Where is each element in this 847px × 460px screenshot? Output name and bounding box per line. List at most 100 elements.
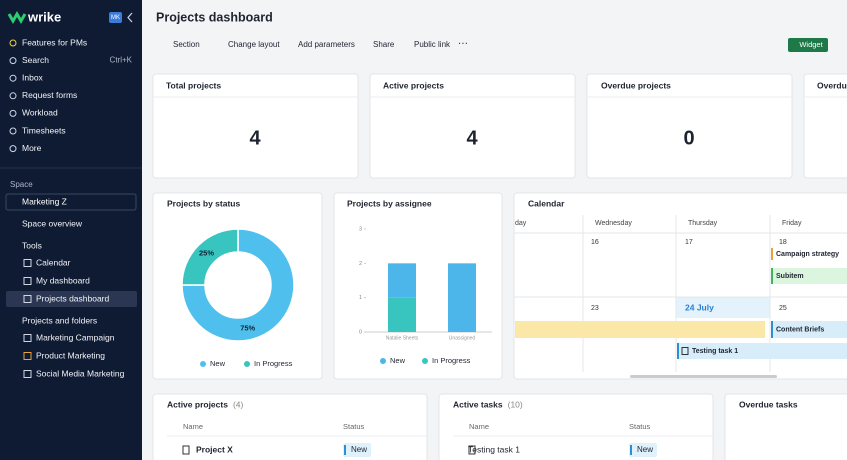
kpi-value: 4 <box>249 127 261 149</box>
status-pill <box>629 443 657 457</box>
toolbar-button[interactable]: Change layout <box>228 40 280 49</box>
event-bar[interactable] <box>515 321 765 338</box>
nav-item[interactable]: Marketing Campaign <box>36 332 115 342</box>
scrollbar <box>630 375 777 378</box>
nav-item[interactable]: Timesheets <box>22 125 66 135</box>
nav-item[interactable]: Calendar <box>36 257 71 267</box>
nav-item[interactable]: Space overview <box>22 218 83 228</box>
legend-swatch <box>380 358 386 364</box>
avatar <box>109 12 122 23</box>
widget-title: Projects by status <box>167 198 240 208</box>
today-cell <box>676 297 770 318</box>
event-bar[interactable] <box>677 343 847 359</box>
list-count: (10) <box>508 399 523 409</box>
logo: wrike <box>27 9 61 24</box>
card <box>152 73 359 179</box>
status-label: New <box>637 445 653 454</box>
space-name: Marketing Z <box>22 196 67 206</box>
widget-title: Projects by assignee <box>347 198 432 208</box>
legend-swatch <box>200 361 206 367</box>
kpi-value: 0 <box>683 127 694 149</box>
widget-button[interactable] <box>788 38 828 52</box>
kpi-title: Active projects <box>383 80 444 90</box>
nav-item[interactable]: Workload <box>22 108 58 118</box>
sidebar <box>0 0 142 460</box>
toolbar-button[interactable]: Public link <box>414 40 451 49</box>
folder-icon <box>23 352 32 360</box>
row-name[interactable]: Testing task 1 <box>468 444 520 454</box>
donut-segment <box>181 228 295 342</box>
nav-item[interactable]: Projects dashboard <box>36 293 110 303</box>
event-accent <box>771 321 773 338</box>
collapse-icon[interactable] <box>127 12 133 23</box>
nav-item[interactable]: Social Media Marketing <box>36 368 125 378</box>
card <box>333 192 503 380</box>
event-bar[interactable] <box>771 248 847 260</box>
folder-icon <box>23 334 32 342</box>
nav-item[interactable]: More <box>22 143 42 153</box>
nav-item[interactable]: Search <box>22 55 49 65</box>
legend-label: New <box>210 359 226 368</box>
logo-mark <box>7 10 27 25</box>
nav-item[interactable]: My dashboard <box>36 275 90 285</box>
nav-item[interactable]: Request forms <box>22 90 77 100</box>
toolbar-button[interactable]: Add parameters <box>298 40 355 49</box>
more-menu[interactable]: ⋯ <box>458 39 468 50</box>
calendar-date: 18 <box>779 239 787 246</box>
nav-item[interactable]: Features for PMs <box>22 37 87 47</box>
section-heading: Space <box>10 180 33 189</box>
kpi-title: Overdue <box>817 80 847 90</box>
legend-swatch <box>422 358 428 364</box>
toolbar-button[interactable]: Section <box>173 40 200 49</box>
tool-icon <box>23 277 32 285</box>
event-accent <box>771 248 773 260</box>
card <box>803 73 847 179</box>
data-label: 25% <box>199 249 214 258</box>
space-select[interactable] <box>5 193 137 211</box>
nav-icon <box>9 74 17 82</box>
donut-segment <box>181 228 239 286</box>
calendar-date: 16 <box>591 239 599 246</box>
data-label: 75% <box>240 323 255 332</box>
column-header: Name <box>469 422 489 431</box>
column-header: Name <box>183 422 203 431</box>
tool-icon <box>23 295 32 303</box>
event-label: Testing task 1 <box>692 348 738 355</box>
status-label: New <box>351 445 367 454</box>
day-name: Thursday <box>688 220 718 227</box>
kpi-value: 4 <box>466 127 478 149</box>
bar <box>388 263 416 298</box>
nav-item[interactable]: Inbox <box>22 72 44 82</box>
status-accent <box>630 445 632 455</box>
legend-label: New <box>390 356 406 365</box>
kpi-title: Overdue projects <box>601 80 671 90</box>
status-accent <box>344 445 346 455</box>
shortcut: Ctrl+K <box>110 56 133 65</box>
section-heading: Tools <box>22 240 42 250</box>
event-bar[interactable] <box>771 321 847 338</box>
toolbar-button[interactable]: Share <box>373 40 395 49</box>
nav-icon <box>9 127 17 135</box>
nav-item[interactable]: Product Marketing <box>36 350 105 360</box>
card <box>724 393 847 460</box>
y-tick-label: 1 <box>359 295 362 301</box>
y-tick-label: 3 <box>359 226 362 232</box>
y-tick-label: 0 <box>359 329 362 335</box>
list-title: Active tasks <box>453 399 503 409</box>
day-name: Friday <box>782 220 802 227</box>
tool-icon <box>23 259 32 267</box>
event-accent <box>771 268 773 284</box>
page-title: Projects dashboard <box>156 10 273 24</box>
calendar-date: 17 <box>685 239 693 246</box>
active-item-bg <box>6 291 137 307</box>
event-bar[interactable] <box>771 268 847 284</box>
card <box>369 73 576 179</box>
list-title: Overdue tasks <box>739 399 798 409</box>
row-name[interactable]: Project X <box>196 444 233 454</box>
x-tick-label: Unassigned <box>449 335 476 341</box>
task-icon <box>681 347 689 355</box>
widget-button-label: Widget <box>799 40 823 49</box>
section-heading: Projects and folders <box>22 315 97 325</box>
